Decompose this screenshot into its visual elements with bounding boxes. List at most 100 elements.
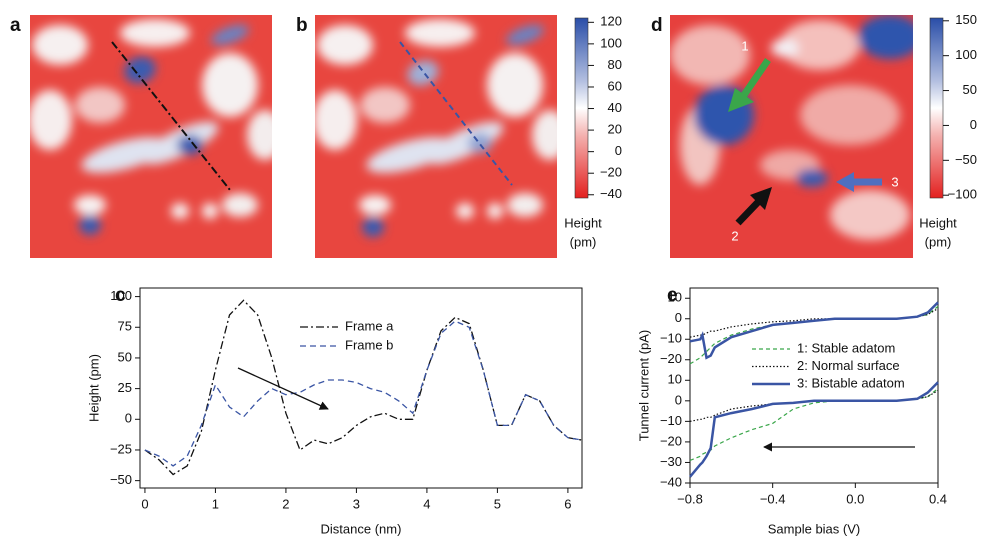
y-tick-label: 10: [668, 372, 682, 387]
y-tick-label: −10: [660, 413, 682, 428]
x-tick-label: 0: [141, 496, 148, 511]
y-tick-label: −20: [660, 433, 682, 448]
panel-label: a: [10, 15, 21, 36]
data-line: [144, 299, 583, 476]
panel-label: c: [115, 285, 126, 306]
surface-feature: [405, 19, 475, 47]
surface-feature: [858, 15, 913, 59]
y-tick-label: −50: [110, 472, 132, 487]
surface-feature: [487, 53, 543, 117]
surface-feature: [315, 90, 357, 150]
x-tick-label: 1: [212, 496, 219, 511]
x-axis-title: Distance (nm): [321, 521, 402, 536]
surface-feature: [359, 195, 391, 215]
data-line: [144, 320, 583, 467]
surface-feature: [468, 133, 492, 153]
surface-feature: [830, 190, 910, 240]
y-tick-label: −20: [660, 351, 682, 366]
colorbar-label: Height: [919, 215, 957, 230]
surface-feature: [362, 217, 384, 237]
surface-feature: [202, 203, 218, 219]
image-features: [30, 19, 272, 235]
stm-image: [670, 15, 913, 258]
y-axis-title: Height (pm): [86, 354, 101, 422]
legend-label: 1: Stable adatom: [797, 340, 895, 355]
arrow-head: [750, 187, 772, 210]
surface-feature: [75, 87, 125, 123]
data-line: [689, 301, 939, 360]
y-tick-label: 25: [118, 380, 132, 395]
surface-feature: [532, 110, 557, 160]
data-line: [689, 307, 939, 338]
surface-feature: [171, 203, 189, 219]
surface-feature: [79, 215, 101, 235]
colorbar-tick-label: 50: [963, 82, 977, 97]
annotation: 1: [741, 38, 748, 53]
x-tick-label: 4: [423, 496, 430, 511]
x-tick-label: 2: [282, 496, 289, 511]
surface-feature: [247, 110, 272, 160]
colorbar-label: Height: [564, 215, 602, 230]
colorbar-tick-label: 0: [615, 143, 622, 158]
arrow: [237, 367, 329, 410]
colorbar-tick-label: 0: [970, 117, 977, 132]
stm-image: [30, 15, 272, 258]
y-tick-label: 100: [110, 288, 132, 303]
surface-feature: [177, 135, 203, 155]
y-tick-label: −30: [660, 454, 682, 469]
y-tick-label: 75: [118, 319, 132, 334]
image-features: [670, 15, 913, 240]
y-tick-label: 0: [675, 310, 682, 325]
x-tick-label: 0.4: [929, 491, 947, 506]
plot-frame: [139, 287, 583, 489]
y-tick-label: −25: [110, 441, 132, 456]
colorbar-label: (pm): [570, 234, 597, 249]
x-tick-label: 0.0: [846, 491, 864, 506]
surface-feature: [81, 137, 169, 173]
legend-label: 3: Bistable adatom: [797, 375, 905, 390]
annotation: 2: [731, 228, 738, 243]
colorbar-tick-label: 20: [608, 122, 622, 137]
surface-feature: [124, 56, 156, 84]
surface-feature: [120, 19, 190, 47]
image-features: [315, 19, 557, 237]
y-tick-label: −10: [660, 331, 682, 346]
y-tick-label: 50: [118, 349, 132, 364]
surface-feature: [487, 203, 503, 219]
colorbar-tick-label: 120: [600, 14, 622, 29]
surface-feature: [780, 20, 860, 70]
surface-feature: [202, 53, 258, 117]
surface-feature: [771, 39, 799, 57]
colorbar: [574, 17, 589, 199]
y-axis-title: Tunnel current (pA): [636, 330, 651, 442]
colorbar-tick-label: 60: [608, 78, 622, 93]
surface-feature: [74, 195, 106, 215]
x-tick-label: 5: [494, 496, 501, 511]
y-tick-label: 10: [668, 290, 682, 305]
surface-feature: [670, 25, 750, 85]
colorbar-tick-label: 150: [955, 12, 977, 27]
surface-feature: [456, 203, 474, 219]
colorbar-tick-label: 40: [608, 100, 622, 115]
colorbar: [929, 17, 944, 199]
profile-line: [399, 41, 513, 186]
y-tick-label: 0: [125, 411, 132, 426]
arrow: [735, 197, 763, 226]
surface-feature: [366, 137, 454, 173]
surface-feature: [507, 193, 543, 217]
surface-feature: [30, 90, 72, 150]
y-tick-label: −40: [660, 474, 682, 489]
y-tick-label: 0: [675, 392, 682, 407]
surface-feature: [800, 85, 900, 145]
arrow-head: [728, 88, 754, 112]
annotation: 3: [891, 174, 898, 189]
colorbar-tick-label: −40: [600, 186, 622, 201]
surface-feature: [407, 60, 439, 86]
arrow: [739, 58, 771, 100]
surface-feature: [506, 24, 544, 46]
colorbar-tick-label: 80: [608, 57, 622, 72]
surface-feature: [796, 169, 828, 187]
colorbar-label: (pm): [925, 234, 952, 249]
x-axis-title: Sample bias (V): [768, 521, 860, 536]
